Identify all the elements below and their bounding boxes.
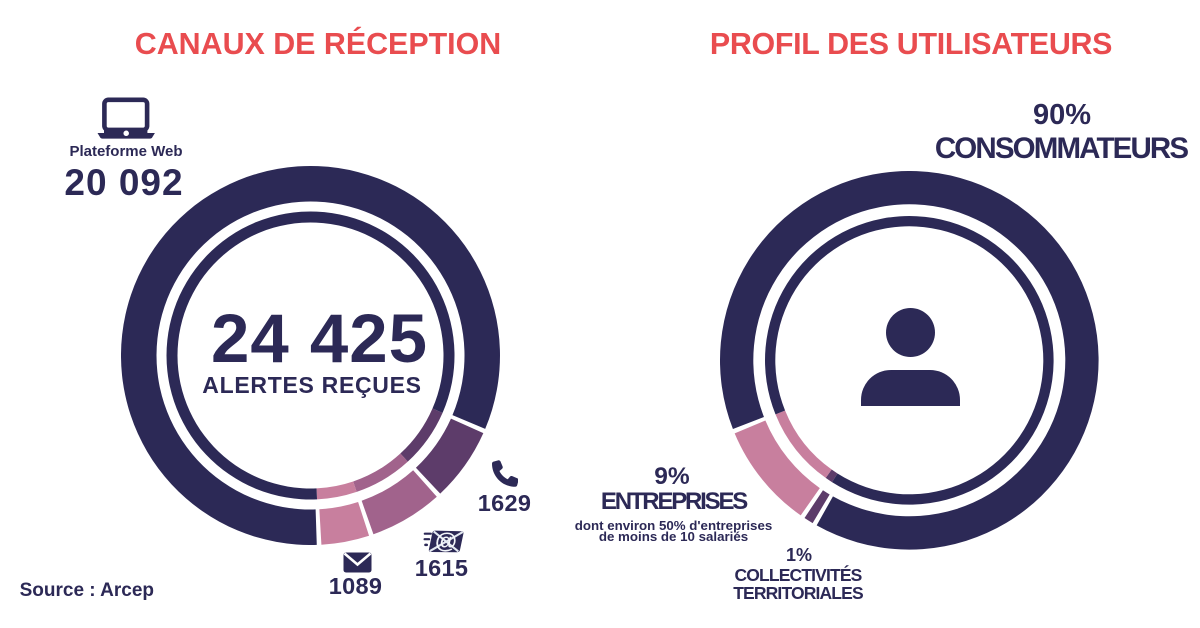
svg-text:@: @ [435, 528, 457, 553]
